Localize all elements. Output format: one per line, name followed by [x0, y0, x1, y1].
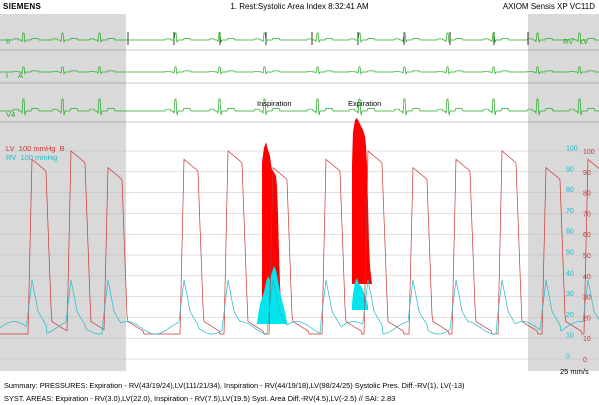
lv-scale-tick: 40 — [583, 274, 591, 281]
lv-scale-tick: 0 — [583, 357, 587, 364]
inspiration-lv-area — [262, 142, 282, 310]
recording-title: 1. Rest:Systolic Area Index 8:32:41 AM — [230, 2, 369, 11]
rv-scale-label: RV 100 mmHg — [6, 153, 57, 162]
pressure-summary-line: Summary: PRESSURES: Expiration - RV(43/1… — [4, 381, 465, 390]
rv-pressure-trace — [0, 279, 599, 335]
lv-scale-tick: 90 — [583, 170, 591, 177]
rv-scale-tick: 60 — [566, 229, 574, 236]
lv-scale-tick: 20 — [583, 315, 591, 322]
rv-scale-tick: 0 — [566, 354, 570, 361]
lead-separators — [0, 49, 599, 123]
lv-scale-tick: 100 — [583, 149, 595, 156]
expiration-label: Expiration — [348, 99, 381, 108]
ecg-traces — [0, 32, 599, 116]
rv-scale-tick: 50 — [566, 250, 574, 257]
lv-scale-tick: 70 — [583, 211, 591, 218]
rv-scale-tick: 70 — [566, 208, 574, 215]
window-header: SIEMENS 1. Rest:Systolic Area Index 8:32… — [0, 0, 599, 14]
lv-scale-tick: 60 — [583, 232, 591, 239]
ecg-lead-ii-trace — [0, 32, 599, 43]
lv-pressure-trace — [0, 150, 599, 335]
lead-a-label: A — [18, 71, 23, 80]
lead-v4-label: V4 — [6, 110, 15, 119]
expiration-lv-area — [352, 118, 372, 284]
rv-scale-tick: 40 — [566, 270, 574, 277]
rv-scale-tick: 20 — [566, 312, 574, 319]
hemodynamic-trace-panel: II I A V4 RV LV LV 100 mmHg B RV 100 mmH… — [0, 14, 599, 376]
lv-scale-tick: 50 — [583, 253, 591, 260]
inspiration-rv-area — [257, 266, 287, 324]
lv-scale-label: LV 100 mmHg B — [6, 144, 65, 153]
lead-ii-label: II — [6, 37, 10, 46]
inspiration-label: Inspiration — [257, 99, 292, 108]
lead-i-label: I — [6, 71, 8, 80]
lv-scale-tick: 80 — [583, 191, 591, 198]
systolic-area-summary-line: SYST. AREAS: Expiration - RV(3.0),LV(22.… — [4, 394, 396, 403]
system-label: AXIOM Sensis XP VC11D — [502, 2, 595, 11]
systolic-area-fills — [257, 118, 372, 324]
lv-scale-tick: 10 — [583, 336, 591, 343]
rv-scale-tick: 30 — [566, 291, 574, 298]
rv-scale-tick: 80 — [566, 187, 574, 194]
ecg-lead-v4-trace — [0, 98, 599, 116]
rv-scale-tick: 90 — [566, 166, 574, 173]
paper-speed-label: 25 mm/s — [560, 367, 589, 376]
rv-scale-tick: 100 — [566, 146, 578, 153]
rv-scale-tick: 10 — [566, 333, 574, 340]
rv-lv-tag: RV LV — [563, 37, 588, 46]
brand-label: SIEMENS — [3, 2, 42, 11]
ecg-lead-i-trace — [0, 66, 599, 75]
expiration-rv-area — [352, 278, 368, 310]
lv-scale-tick: 30 — [583, 295, 591, 302]
